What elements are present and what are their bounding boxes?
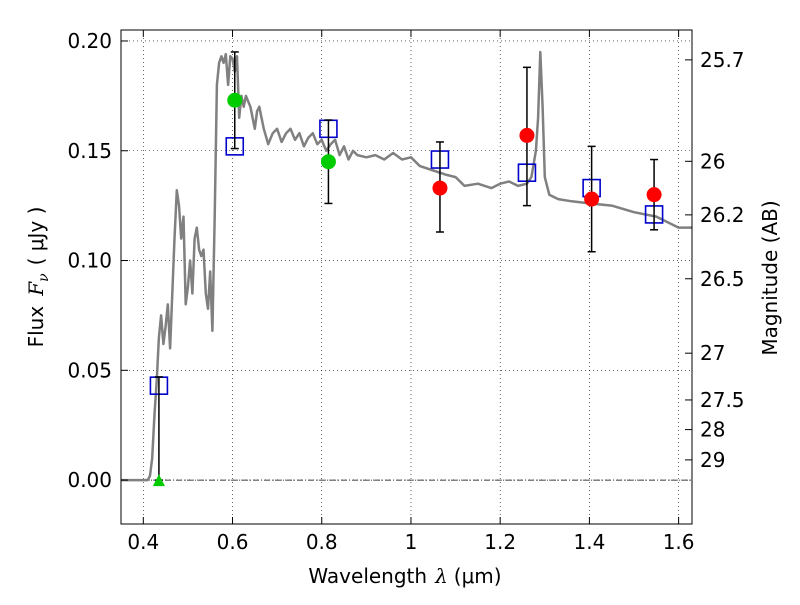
error-bars [154,51,659,481]
x-tick-label: 0.6 [217,530,249,554]
x-tick-label: 1 [405,530,418,554]
y2-tick-label: 28 [700,418,725,442]
y2-tick-label: 27.5 [700,388,745,412]
upper-limit-marker [152,474,165,487]
x-tick-label: 0.8 [306,530,338,554]
observed-points [152,92,662,487]
y2-tick-label: 26 [700,149,725,173]
y-axis-label-units: ( μJy ) [24,207,48,266]
data-point [584,191,600,207]
y2-tick-label: 25.7 [700,48,745,72]
model-band-squares [149,119,664,395]
x-tick-label: 1.6 [663,530,695,554]
y-tick-label: 0.15 [67,139,112,163]
y2-tick-label: 26.2 [700,203,745,227]
y2-axis-label: Magnitude (AB) [758,200,782,355]
y-axis-label-text: Flux [24,306,48,348]
y-axis-label-symbol: F [24,281,48,297]
data-point [519,127,535,143]
y-axis-label-subscript: ν [36,273,52,282]
data-point [646,187,662,203]
y-axis-label: Flux Fν ( μJy ) [24,207,52,348]
x-axis-label: Wavelength λ (μm) [308,564,501,588]
plot-frame [120,29,693,525]
y-tick-label: 0.00 [67,468,112,492]
x-tick-label: 0.4 [127,530,159,554]
y-tick-label: 0.05 [67,358,112,382]
x-tick-label: 1.4 [573,530,605,554]
y-tick-labels: 0.00 0.05 0.10 0.15 0.20 [67,29,112,492]
sed-model-curve [121,50,692,482]
axis-ticks [121,30,692,524]
y-tick-label: 0.10 [67,249,112,273]
sed-line [121,50,692,482]
data-point [320,154,336,170]
grid-lines [121,30,692,524]
y2-tick-labels: 25.7 26 26.2 26.5 27 27.5 28 29 [700,48,745,472]
data-point [227,92,243,108]
y2-tick-label: 29 [700,448,725,472]
x-axis-label-symbol: λ [434,564,448,588]
x-axis-label-text: Wavelength [308,564,427,588]
x-axis-label-units: (μm) [454,564,502,588]
y2-tick-label: 27 [700,341,725,365]
x-tick-labels: 0.4 0.6 0.8 1 1.2 1.4 1.6 [127,530,694,554]
x-tick-label: 1.2 [484,530,516,554]
data-point [432,180,448,196]
y2-tick-label: 26.5 [700,267,745,291]
y-tick-label: 0.20 [67,29,112,53]
